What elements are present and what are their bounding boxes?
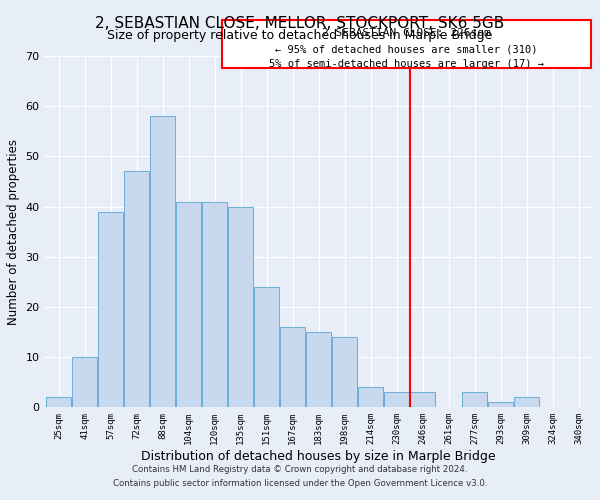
Bar [280, 327, 305, 407]
Bar [73, 357, 97, 408]
Y-axis label: Number of detached properties: Number of detached properties [7, 138, 20, 324]
Bar [124, 172, 149, 408]
Bar [514, 398, 539, 407]
Bar [98, 212, 123, 408]
Text: 5% of semi-detached houses are larger (17) →: 5% of semi-detached houses are larger (1… [269, 58, 544, 68]
Bar [410, 392, 435, 407]
Text: 2 SEBASTIAN CLOSE: 226sqm: 2 SEBASTIAN CLOSE: 226sqm [322, 28, 491, 38]
Text: Contains HM Land Registry data © Crown copyright and database right 2024.
Contai: Contains HM Land Registry data © Crown c… [113, 466, 487, 487]
Text: 2, SEBASTIAN CLOSE, MELLOR, STOCKPORT, SK6 5GB: 2, SEBASTIAN CLOSE, MELLOR, STOCKPORT, S… [95, 16, 505, 32]
Bar [202, 202, 227, 408]
Text: ← 95% of detached houses are smaller (310): ← 95% of detached houses are smaller (31… [275, 44, 538, 54]
Bar [46, 398, 71, 407]
Bar [358, 388, 383, 407]
Bar [151, 116, 175, 408]
Bar [254, 287, 279, 408]
Bar [307, 332, 331, 407]
Bar [488, 402, 513, 407]
Bar [463, 392, 487, 407]
Bar [385, 392, 409, 407]
Bar [176, 202, 201, 408]
Bar [229, 206, 253, 408]
Text: Size of property relative to detached houses in Marple Bridge: Size of property relative to detached ho… [107, 29, 493, 42]
Bar [332, 337, 357, 407]
X-axis label: Distribution of detached houses by size in Marple Bridge: Distribution of detached houses by size … [142, 450, 496, 463]
